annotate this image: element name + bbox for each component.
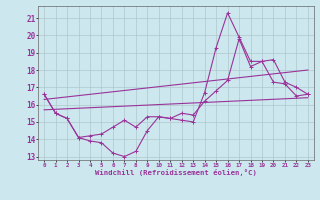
- X-axis label: Windchill (Refroidissement éolien,°C): Windchill (Refroidissement éolien,°C): [95, 169, 257, 176]
